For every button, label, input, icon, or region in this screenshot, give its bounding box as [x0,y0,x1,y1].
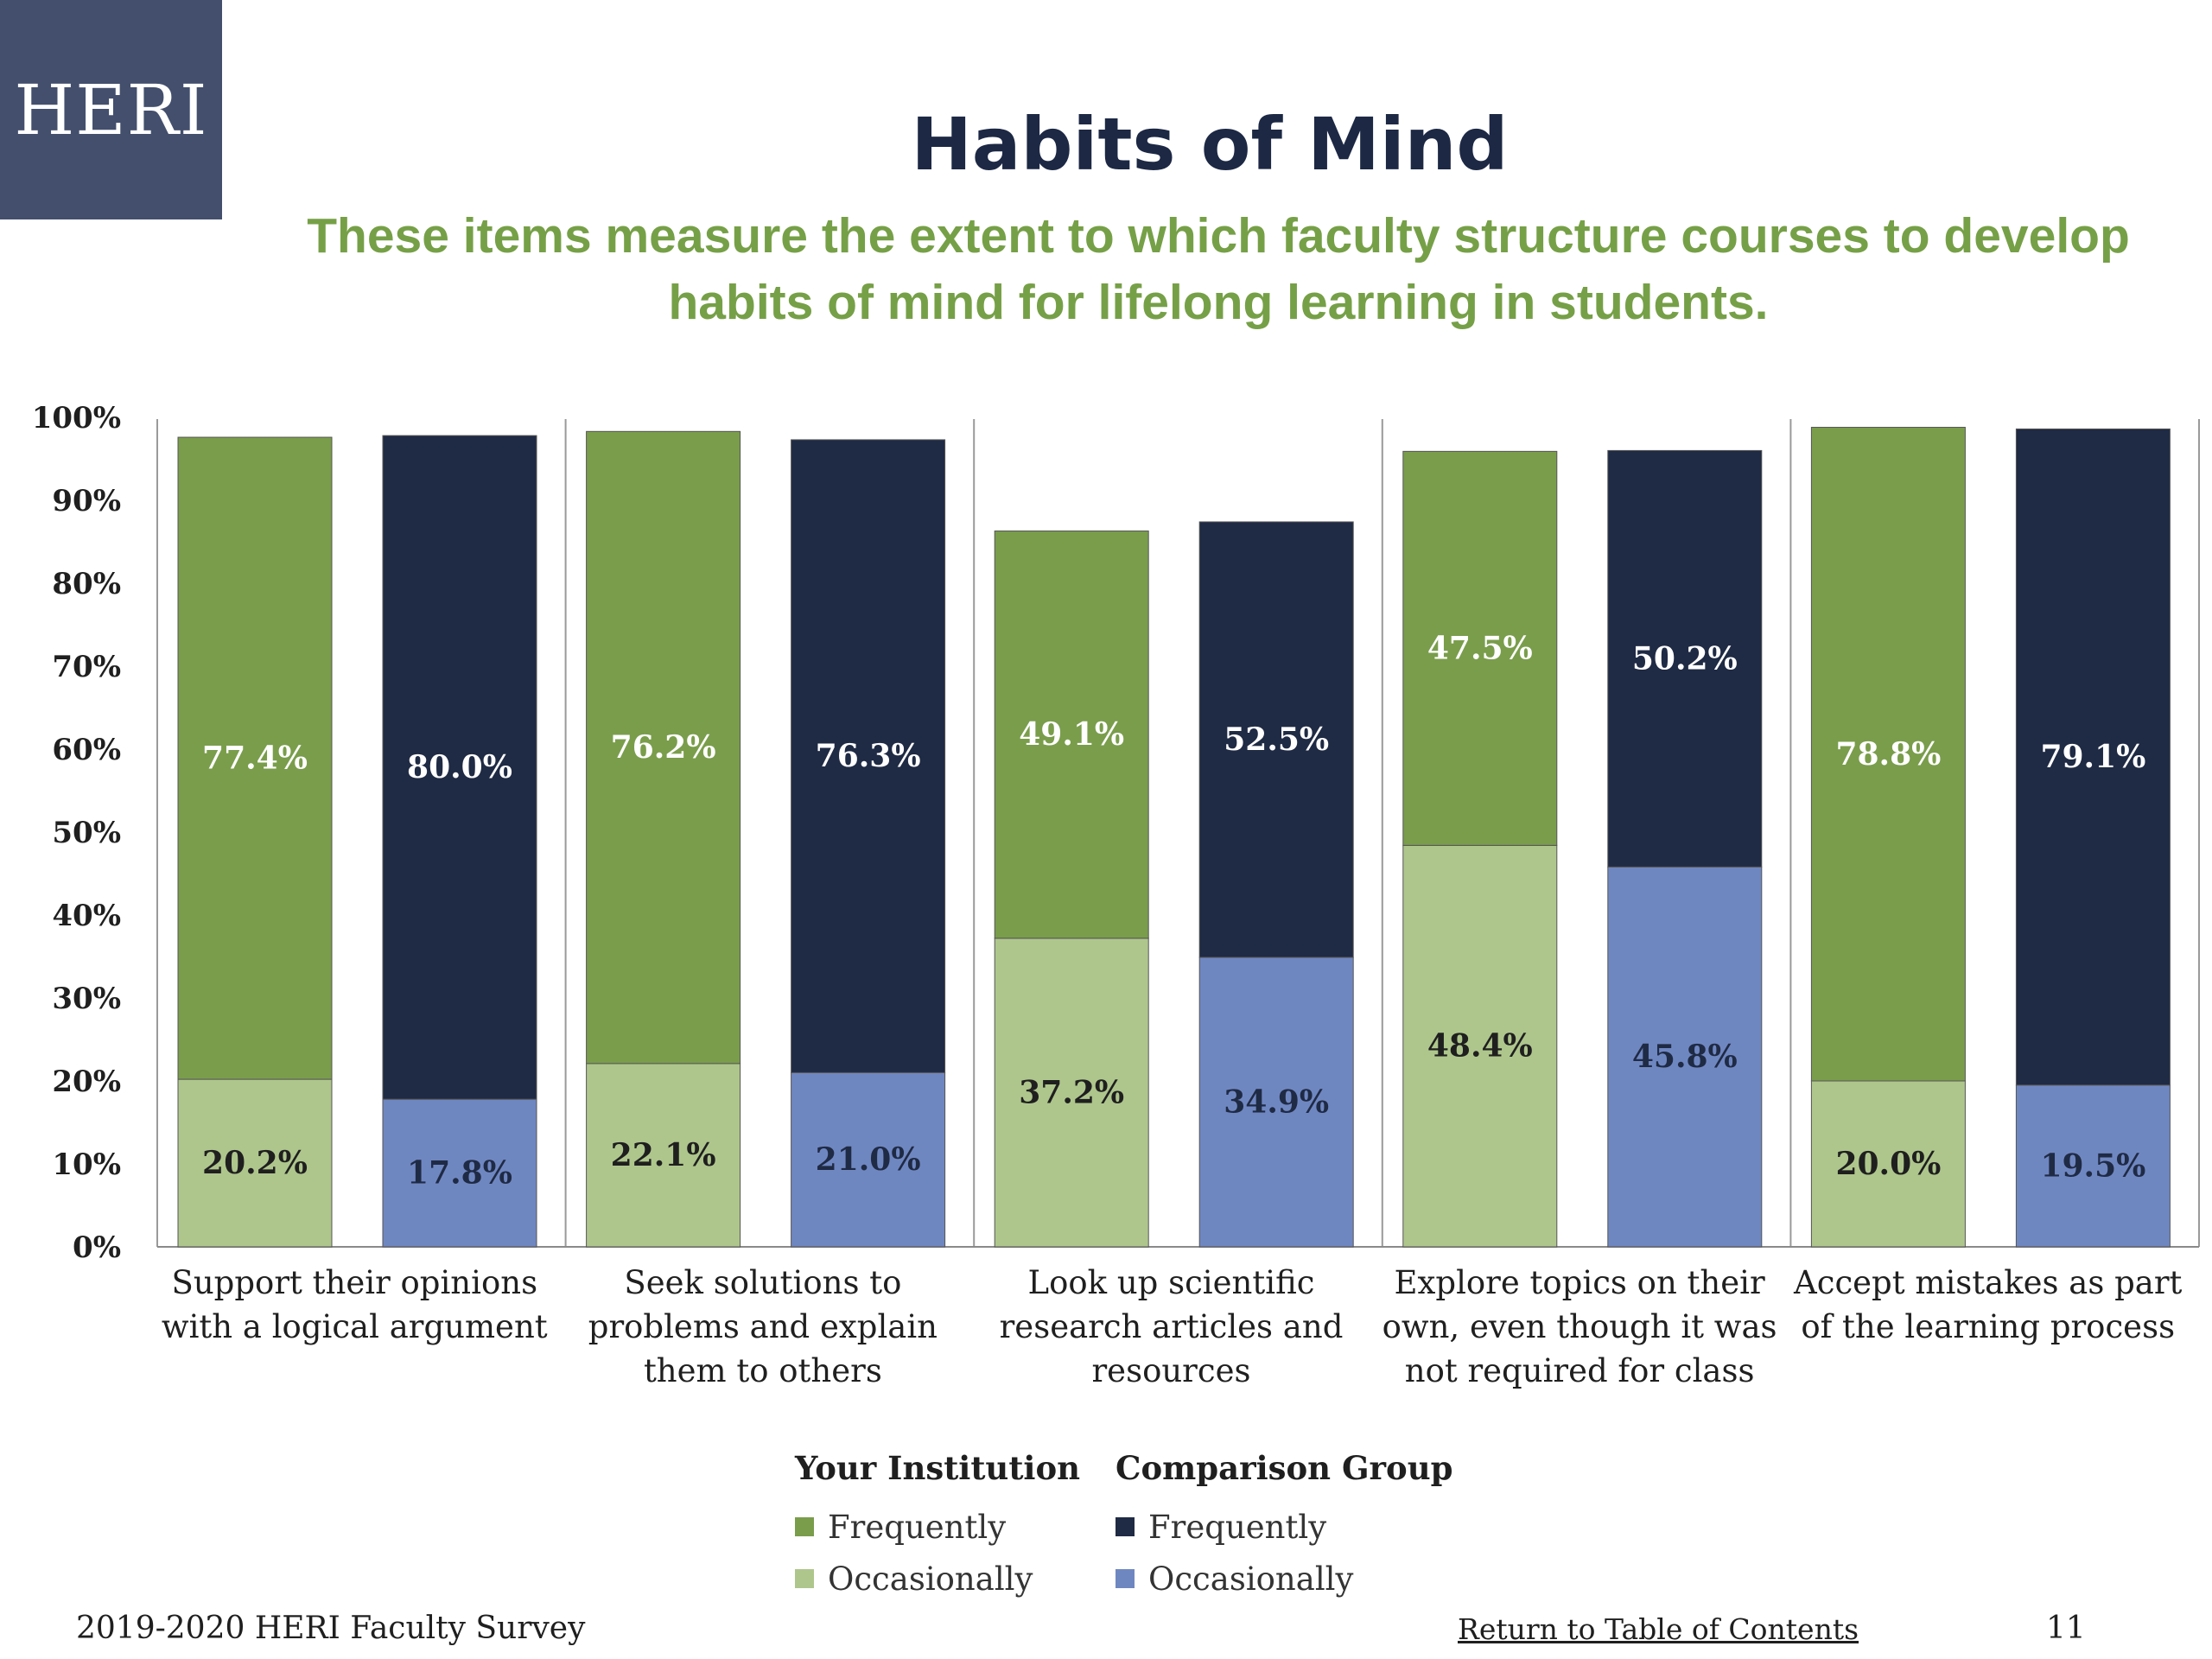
x-category-label-line: own, even though it was [1382,1308,1777,1345]
y-tick-label: 30% [52,982,121,1016]
x-category-label-line: research articles and [1000,1308,1344,1345]
x-category-label-line: Support their opinions [172,1264,538,1301]
data-label-comparison-occasionally: 17.8% [407,1155,512,1192]
bar-institution-frequently [586,430,741,1065]
bar-comparison-frequently [382,435,537,1100]
legend-label-comp-occasionally: Occasionally [1148,1560,1354,1598]
legend-label-comp-frequently: Frequently [1148,1508,1327,1546]
y-tick-label: 20% [52,1065,121,1099]
heri-logo-text: HERI [14,69,208,150]
data-label-institution-frequently: 76.2% [611,729,716,766]
data-label-comparison-frequently: 76.3% [816,738,921,774]
legend-comparison-frequently: Frequently [1116,1501,1453,1553]
legend-swatch-inst-frequently [795,1517,814,1536]
data-label-comparison-frequently: 50.2% [1632,640,1738,677]
data-label-institution-occasionally: 37.2% [1019,1074,1124,1110]
legend-institution: Your Institution Frequently Occasionally [795,1449,1080,1605]
data-label-institution-occasionally: 20.0% [1835,1146,1941,1182]
data-label-comparison-occasionally: 45.8% [1632,1039,1738,1075]
legend-comparison-occasionally: Occasionally [1116,1553,1453,1605]
heri-logo: HERI [0,0,222,219]
data-label-institution-occasionally: 20.2% [202,1145,308,1181]
bar-institution-occasionally [177,1078,333,1248]
legend-swatch-comp-occasionally [1116,1569,1135,1588]
y-tick-label: 10% [52,1147,121,1182]
bar-comparison-occasionally [1198,957,1354,1248]
y-tick-label: 50% [52,816,121,850]
bar-institution-occasionally [1810,1080,1966,1248]
bar-comparison-frequently [1607,449,1763,868]
data-label-institution-frequently: 49.1% [1019,716,1124,753]
legend-comparison-title: Comparison Group [1116,1449,1453,1487]
y-tick-label: 70% [52,650,121,684]
y-tick-label: 90% [52,484,121,518]
bar-institution-frequently [994,531,1149,939]
x-category-label: Look up scientific research articles and r… [1000,1264,1344,1389]
x-category-label-line: Explore topics on their [1395,1264,1765,1301]
x-category-label: Support their opinions with a logical arg… [162,1264,548,1345]
subtitle-line-1: These items measure the extent to which … [307,208,2130,264]
bar-comparison-occasionally [791,1071,946,1248]
data-label-comparison-frequently: 80.0% [407,749,512,785]
x-category-label: Accept mistakes as part of the learning p… [1793,1264,2183,1345]
y-tick-label: 60% [52,733,121,767]
bar-comparison-occasionally [2015,1084,2171,1248]
x-category-label-line: Accept mistakes as part [1793,1264,2183,1301]
page-title: Habits of Mind [911,102,1509,187]
stacked-bar-chart: 0% 10% 20% 30% 40% 50% 60% 70% 80% 90% 100% 20.2% 77… [32,401,2200,1389]
y-tick-label: 100% [32,401,121,435]
data-label-comparison-occasionally: 21.0% [816,1141,921,1178]
y-tick-label: 80% [52,567,121,601]
x-category-label-line: resources [1092,1352,1251,1389]
x-category-label-line: them to others [644,1352,882,1389]
y-tick-label: 40% [52,899,121,933]
x-category-label-line: with a logical argument [162,1308,548,1345]
x-category-label-line: Look up scientific [1028,1264,1315,1301]
footer-survey-name: 2019-2020 HERI Faculty Survey [76,1611,586,1646]
bar-comparison-frequently [1198,521,1354,958]
data-label-institution-frequently: 77.4% [202,741,308,777]
bar-comparison-frequently [791,439,946,1073]
page-number: 11 [2046,1611,2086,1646]
x-category-label: Seek solutions to problems and explain the… [588,1264,938,1389]
return-to-toc-link[interactable]: Return to Table of Contents [1458,1612,1859,1646]
x-category-label: Explore topics on their own, even though … [1382,1264,1777,1389]
y-tick-label: 0% [73,1230,121,1265]
x-category-label-line: problems and explain [588,1308,938,1345]
legend-institution-frequently: Frequently [795,1501,1080,1553]
data-label-comparison-frequently: 52.5% [1224,721,1329,758]
legend-swatch-inst-occasionally [795,1569,814,1588]
bar-institution-occasionally [994,938,1149,1248]
data-label-institution-occasionally: 22.1% [611,1137,716,1173]
legend-label-inst-occasionally: Occasionally [828,1560,1033,1598]
data-label-comparison-occasionally: 19.5% [2040,1147,2145,1184]
legend-institution-title: Your Institution [795,1449,1081,1487]
data-label-comparison-occasionally: 34.9% [1224,1084,1329,1120]
subtitle-line-2: habits of mind for lifelong learning in … [668,275,1769,330]
legend-swatch-comp-frequently [1116,1517,1135,1536]
x-category-label-line: of the learning process [1801,1308,2175,1345]
bar-institution-frequently [1402,450,1558,846]
page-subtitle: These items measure the extent to which … [259,203,2177,336]
bar-institution-frequently [177,436,333,1080]
bar-comparison-frequently [2015,428,2171,1086]
bar-institution-occasionally [586,1063,741,1248]
legend-institution-occasionally: Occasionally [795,1553,1080,1605]
bar-comparison-occasionally [382,1098,537,1248]
bar-institution-occasionally [1402,844,1558,1248]
data-label-institution-occasionally: 48.4% [1427,1028,1533,1065]
data-label-institution-frequently: 47.5% [1427,630,1533,666]
bar-comparison-occasionally [1607,866,1763,1248]
data-label-institution-frequently: 78.8% [1835,736,1941,772]
bar-institution-frequently [1810,427,1966,1082]
legend-label-inst-frequently: Frequently [828,1508,1007,1546]
x-category-label-line: not required for class [1405,1352,1755,1389]
x-category-label-line: Seek solutions to [624,1264,901,1301]
data-label-comparison-frequently: 79.1% [2040,739,2145,775]
legend-comparison: Comparison Group Frequently Occasionally [1116,1449,1453,1605]
